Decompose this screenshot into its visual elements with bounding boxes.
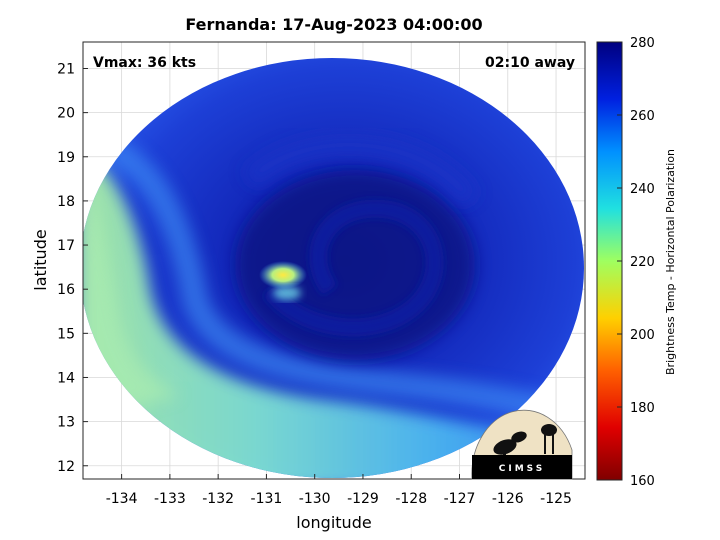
y-tick-label: 14 [57,370,75,386]
colorbar-tick-label: 260 [630,109,655,124]
y-tick-label: 17 [57,238,75,254]
satellite-dish-icon [493,439,517,455]
x-tick-label: -133 [154,491,186,507]
y-tick-label: 13 [57,415,75,431]
x-tick-label: -134 [106,491,138,507]
y-tick-label: 19 [57,150,75,166]
colorbar-tick-label: 160 [630,474,655,489]
colorbar-tick-label: 180 [630,401,655,416]
y-axis-ticks: 12 13 14 15 16 17 18 19 20 21 [57,61,88,475]
y-tick-label: 21 [57,61,75,77]
y-tick-label: 16 [57,282,75,298]
y-tick-label: 12 [57,459,75,475]
outer-rainband-cool [83,150,584,478]
logo-text: CIMSS [499,464,545,474]
x-tick-label: -132 [202,491,234,507]
colorbar-tick-label: 280 [630,36,655,51]
figure-title: Fernanda: 17-Aug-2023 04:00:00 [185,15,482,34]
colorbar-label: Brightness Temp - Horizontal Polarizatio… [664,149,677,375]
colorbar-tick-label: 240 [630,182,655,197]
vmax-label: Vmax: 36 kts [93,55,196,71]
colorbar-tick-label: 220 [630,255,655,270]
water-tower-icon [541,424,557,454]
y-tick-label: 15 [57,326,75,342]
colorbar-ticks: 160 180 200 220 240 260 280 [617,36,655,489]
y-axis-label: latitude [31,229,50,290]
x-tick-label: -128 [395,491,427,507]
plot-frame [82,41,586,480]
x-axis-ticks: -134 -133 -132 -131 -130 -129 -128 -127 -126 -125 [106,474,572,507]
x-tick-label: -131 [251,491,283,507]
y-tick-label: 18 [57,194,75,210]
x-tick-label: -126 [492,491,524,507]
cimss-logo: CIMSS [471,409,573,480]
brightness-temperature-swath [83,58,584,478]
x-axis-label: longitude [296,513,371,532]
x-tick-label: -129 [347,491,379,507]
colorbar: 160 180 200 220 240 260 280 Brightness Temp - … [596,36,677,489]
colorbar-tick-label: 200 [630,328,655,343]
x-tick-label: -127 [444,491,476,507]
time-away-label: 02:10 away [485,55,575,71]
x-tick-label: -130 [299,491,331,507]
y-tick-label: 20 [57,106,75,122]
x-tick-label: -125 [540,491,572,507]
convective-hotspot [259,261,307,289]
